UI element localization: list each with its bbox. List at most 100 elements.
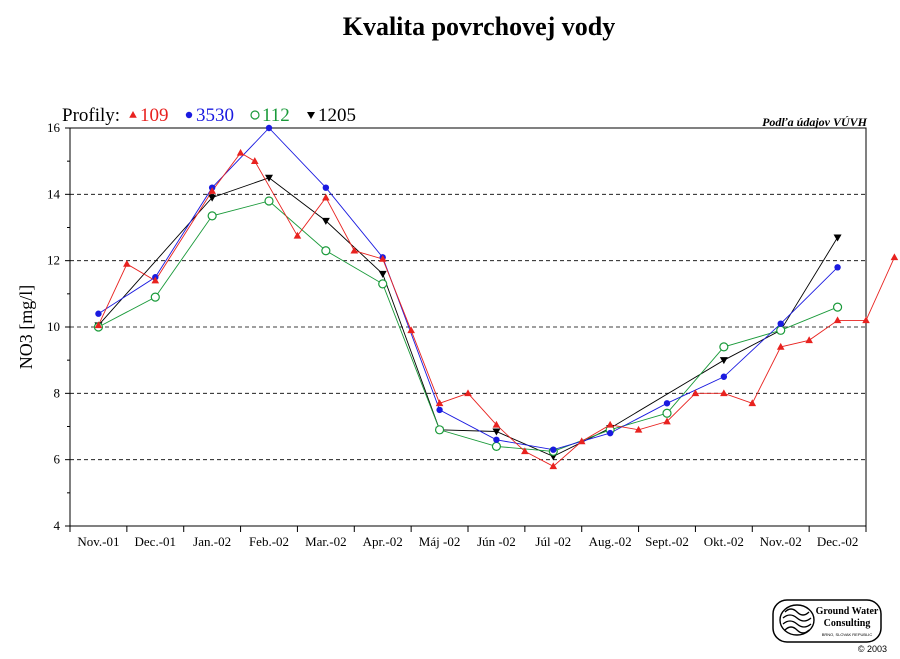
data-point-112-legend xyxy=(250,110,260,120)
legend-entry-3530: 3530 xyxy=(196,105,234,126)
data-point-109-11 xyxy=(435,399,444,407)
data-point-3530-3 xyxy=(265,124,273,132)
data-point-109-24 xyxy=(805,336,813,344)
data-point-3530-7 xyxy=(493,436,500,443)
data-point-109-21 xyxy=(720,389,728,397)
data-point-3530-10 xyxy=(663,400,671,407)
x-tick-label: Okt.-02 xyxy=(704,534,744,549)
data-point-109-2 xyxy=(151,276,160,284)
data-point-109-7 xyxy=(322,193,330,201)
data-point-112-4 xyxy=(321,246,331,256)
data-point-112-1 xyxy=(150,292,160,302)
data-point-1205-1 xyxy=(208,194,217,202)
x-tick-label: Feb.-02 xyxy=(249,534,289,549)
data-point-109-22 xyxy=(748,399,757,407)
data-point-109-3 xyxy=(208,187,216,194)
data-point-112-13 xyxy=(832,302,843,312)
data-point-112-7 xyxy=(491,441,502,451)
series-109 xyxy=(97,152,895,467)
x-axis: Nov.-01 Dec.-01 Jan.-02 Feb.-02 Mar.-02 Apr.-… xyxy=(69,526,867,549)
legend-entry-109: 109 xyxy=(140,105,169,126)
series-line-1205 xyxy=(98,177,838,457)
data-point-3530-13 xyxy=(834,264,841,271)
x-tick-label: Nov.-02 xyxy=(760,534,802,549)
data-point-1205-11 xyxy=(833,234,842,242)
company-logo: Ground Water Consulting BRNO, SLOVAK REP… xyxy=(772,599,882,643)
data-point-3530-4 xyxy=(322,184,330,191)
data-point-112-11 xyxy=(719,342,729,352)
data-point-109-16 xyxy=(577,437,586,445)
data-point-109-13 xyxy=(492,420,501,428)
x-tick-label: Sept.-02 xyxy=(645,534,689,549)
data-point-1205-9 xyxy=(719,357,728,365)
series-markers-112 xyxy=(93,196,843,456)
data-point-109-4 xyxy=(236,148,245,156)
series-line-109 xyxy=(97,152,895,467)
data-point-112-2 xyxy=(207,211,217,221)
data-point-3530-11 xyxy=(720,373,728,380)
data-point-109-18 xyxy=(634,425,643,433)
data-point-109-1 xyxy=(123,259,131,267)
series-markers-109 xyxy=(94,148,899,470)
data-point-3530-9 xyxy=(606,429,614,437)
data-point-112-12 xyxy=(776,325,786,335)
y-tick-label: 10 xyxy=(47,319,60,334)
series-3530 xyxy=(98,127,838,451)
data-point-109-20 xyxy=(691,389,700,397)
data-point-112-6 xyxy=(434,425,445,435)
series-112 xyxy=(98,200,838,452)
series-line-112 xyxy=(98,200,838,452)
data-point-109-5 xyxy=(250,157,259,164)
x-tick-label: Dec.-02 xyxy=(817,534,859,549)
data-point-109-0 xyxy=(94,321,103,329)
data-point-109-legend xyxy=(129,111,137,118)
x-tick-label: Aug.-02 xyxy=(589,534,632,549)
logo-line-3: BRNO, SLOVAK REPUBLIC xyxy=(822,632,873,637)
y-tick-label: 12 xyxy=(47,253,60,268)
data-point-109-17 xyxy=(606,420,614,428)
data-point-1205-3 xyxy=(321,217,330,225)
y-tick-label: 4 xyxy=(54,518,61,533)
legend-entry-112: 112 xyxy=(262,105,290,126)
grid-lines xyxy=(70,193,866,461)
data-point-109-15 xyxy=(549,462,558,470)
data-point-1205-4 xyxy=(378,270,387,278)
data-point-3530-8 xyxy=(550,446,557,453)
y-tick-label: 16 xyxy=(47,120,61,135)
data-point-109-8 xyxy=(350,246,359,254)
data-point-109-19 xyxy=(663,417,671,425)
data-point-112-10 xyxy=(662,408,672,418)
data-point-109-25 xyxy=(833,316,842,324)
data-point-109-6 xyxy=(293,231,302,239)
data-point-109-9 xyxy=(378,255,387,262)
series-line-3530 xyxy=(98,127,838,451)
legend-entry-1205: 1205 xyxy=(318,105,356,126)
x-tick-label: Nov.-01 xyxy=(77,534,119,549)
data-point-109-14 xyxy=(521,447,529,455)
series-markers-1205 xyxy=(94,174,842,461)
legend: Profily: 109 3530 112 1205 xyxy=(62,105,356,126)
data-point-109-10 xyxy=(407,326,415,334)
x-tick-label: Máj -02 xyxy=(419,534,461,549)
data-point-109-27 xyxy=(890,253,899,261)
legend-label: Profily: xyxy=(62,105,120,126)
series-layer xyxy=(93,124,899,470)
data-point-109-23 xyxy=(776,342,785,350)
series-1205 xyxy=(98,177,838,457)
logo-line-1: Ground Water xyxy=(816,606,879,617)
copyright: © 2003 xyxy=(858,644,887,654)
data-point-1205-legend xyxy=(307,112,315,119)
data-point-3530-12 xyxy=(777,320,784,327)
data-point-109-26 xyxy=(862,316,870,324)
chart-title: Kvalita povrchovej vody xyxy=(343,12,616,41)
y-tick-label: 8 xyxy=(54,385,61,400)
data-point-109-12 xyxy=(464,389,472,397)
x-tick-label: Dec.-01 xyxy=(135,534,177,549)
y-tick-label: 6 xyxy=(54,452,61,467)
x-tick-label: Júl -02 xyxy=(535,534,571,549)
series-markers-3530 xyxy=(95,124,841,453)
data-point-3530-6 xyxy=(436,406,443,414)
logo-line-2: Consulting xyxy=(824,618,871,629)
data-point-3530-legend xyxy=(185,111,193,119)
y-axis: 4 6 8 10 12 14 16 xyxy=(47,120,70,533)
